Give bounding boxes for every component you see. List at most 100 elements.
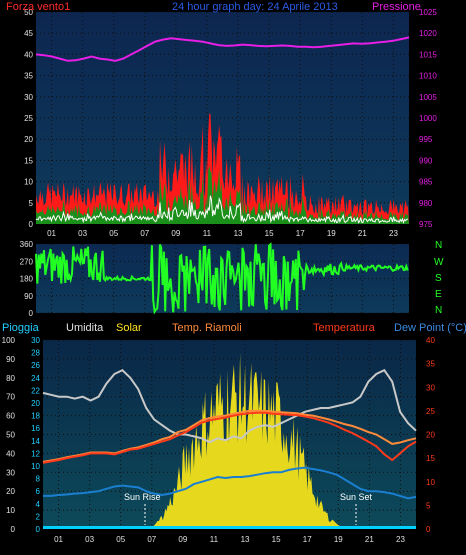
- bottom-left-tick: 10: [6, 506, 15, 515]
- axis-layer: 0510152025303540455097598098599099510001…: [2, 8, 438, 544]
- bottom-left-tick: 40: [6, 449, 15, 458]
- bottom-right-tick: 5: [426, 501, 431, 510]
- bottom-right-tick: 15: [426, 454, 435, 463]
- top-x-tick: 09: [171, 229, 180, 238]
- top-right-tick: 1010: [419, 72, 437, 81]
- top-x-tick: 19: [327, 229, 336, 238]
- bottom-left-tick: 70: [6, 393, 15, 402]
- bottom-inner-tick: 28: [31, 349, 40, 358]
- bottom-right-tick: 20: [426, 431, 435, 440]
- solar-area: [43, 353, 416, 529]
- bottom-x-tick: 09: [178, 535, 187, 544]
- temperature-line: [42, 411, 417, 464]
- bottom-x-tick: 01: [54, 535, 63, 544]
- bottom-inner-tick: 24: [31, 374, 40, 383]
- pressure-label: Pressione: [372, 1, 421, 13]
- bottom-x-tick: 05: [116, 535, 125, 544]
- mid-left-tick: 270: [20, 257, 34, 266]
- top-right-tick: 1015: [419, 50, 437, 59]
- bottom-x-tick: 17: [303, 535, 312, 544]
- top-left-tick: 45: [24, 29, 33, 38]
- top-x-tick: 11: [203, 229, 212, 238]
- sun-rise-label: Sun Rise: [124, 492, 161, 502]
- compass-s: S: [435, 273, 442, 284]
- top-left-tick: 15: [24, 156, 33, 165]
- dew-line: [43, 466, 417, 500]
- bottom-inner-tick: 18: [31, 412, 40, 421]
- bottom-right-tick: 10: [426, 478, 435, 487]
- bottom-left-tick: 0: [11, 525, 16, 534]
- bottom-inner-tick: 12: [31, 449, 40, 458]
- bottom-right-tick: 30: [426, 383, 435, 392]
- bottom-inner-tick: 14: [31, 437, 40, 446]
- rain-baseline: [43, 526, 416, 529]
- wind-min-line: [35, 195, 408, 224]
- bottom-inner-tick: 10: [31, 462, 40, 471]
- pressure-line: [35, 36, 410, 62]
- bottom-inner-tick: 0: [36, 525, 41, 534]
- mid-left-tick: 360: [20, 240, 34, 249]
- dew-label: Dew Point (°C): [394, 322, 466, 334]
- top-right-tick: 1025: [419, 8, 437, 17]
- bottom-left-tick: 20: [6, 487, 15, 496]
- top-x-tick: 07: [140, 229, 149, 238]
- top-x-tick: 01: [47, 229, 56, 238]
- top-x-tick: 13: [234, 229, 243, 238]
- bottom-inner-tick: 4: [36, 500, 41, 509]
- bottom-x-tick: 23: [396, 535, 405, 544]
- wind-direction-line: [35, 242, 409, 315]
- top-right-tick: 980: [419, 199, 433, 208]
- bottom-inner-tick: 22: [31, 386, 40, 395]
- bottom-left-tick: 30: [6, 468, 15, 477]
- top-left-tick: 50: [24, 8, 33, 17]
- wind-gust-area: [36, 113, 409, 224]
- bottom-right-tick: 40: [426, 336, 435, 345]
- bottom-right-tick: 0: [426, 525, 431, 534]
- bottom-x-tick: 15: [272, 535, 281, 544]
- bottom-left-tick: 50: [6, 431, 15, 440]
- top-right-tick: 1005: [419, 93, 437, 102]
- humidity-label: Umidita: [66, 322, 104, 334]
- bottom-right-tick: 25: [426, 407, 435, 416]
- top-x-tick: 17: [296, 229, 305, 238]
- data-layer: [35, 36, 417, 529]
- top-x-tick: 23: [389, 229, 398, 238]
- temperature-label: Temperatura: [313, 322, 376, 334]
- bottom-x-tick: 07: [147, 535, 156, 544]
- compass-n-bottom: N: [435, 305, 442, 316]
- bottom-x-tick: 11: [210, 535, 219, 544]
- compass-n-top: N: [435, 240, 442, 251]
- solar-label: Solar: [116, 322, 142, 334]
- top-left-tick: 5: [29, 199, 34, 208]
- top-x-tick: 03: [78, 229, 87, 238]
- top-left-tick: 30: [24, 93, 33, 102]
- top-left-tick: 10: [24, 178, 33, 187]
- bottom-left-tick: 60: [6, 412, 15, 421]
- bottom-inner-tick: 26: [31, 361, 40, 370]
- bottom-left-tick: 90: [6, 355, 15, 364]
- bottom-x-tick: 03: [85, 535, 94, 544]
- top-x-tick: 05: [109, 229, 118, 238]
- top-left-tick: 25: [24, 114, 33, 123]
- mid-left-tick: 180: [20, 275, 34, 284]
- temp-ext-label: Temp. Riamoli: [172, 322, 242, 334]
- wind-avg-area: [36, 166, 409, 224]
- top-right-tick: 990: [419, 156, 433, 165]
- bottom-x-tick: 21: [365, 535, 374, 544]
- mid-left-tick: 90: [24, 292, 33, 301]
- wind-label: Forza vento1: [6, 1, 70, 13]
- top-x-tick: 21: [358, 229, 367, 238]
- bottom-inner-tick: 20: [31, 399, 40, 408]
- bottom-inner-tick: 2: [36, 512, 41, 521]
- top-right-tick: 1000: [419, 114, 437, 123]
- top-x-tick: 15: [265, 229, 274, 238]
- top-right-tick: 975: [419, 220, 433, 229]
- mid-left-tick: 0: [29, 309, 34, 318]
- top-right-tick: 995: [419, 135, 433, 144]
- bottom-inner-tick: 30: [31, 336, 40, 345]
- rain-label: Pioggia: [2, 322, 40, 334]
- bottom-left-tick: 80: [6, 374, 15, 383]
- top-left-tick: 20: [24, 135, 33, 144]
- top-left-tick: 40: [24, 50, 33, 59]
